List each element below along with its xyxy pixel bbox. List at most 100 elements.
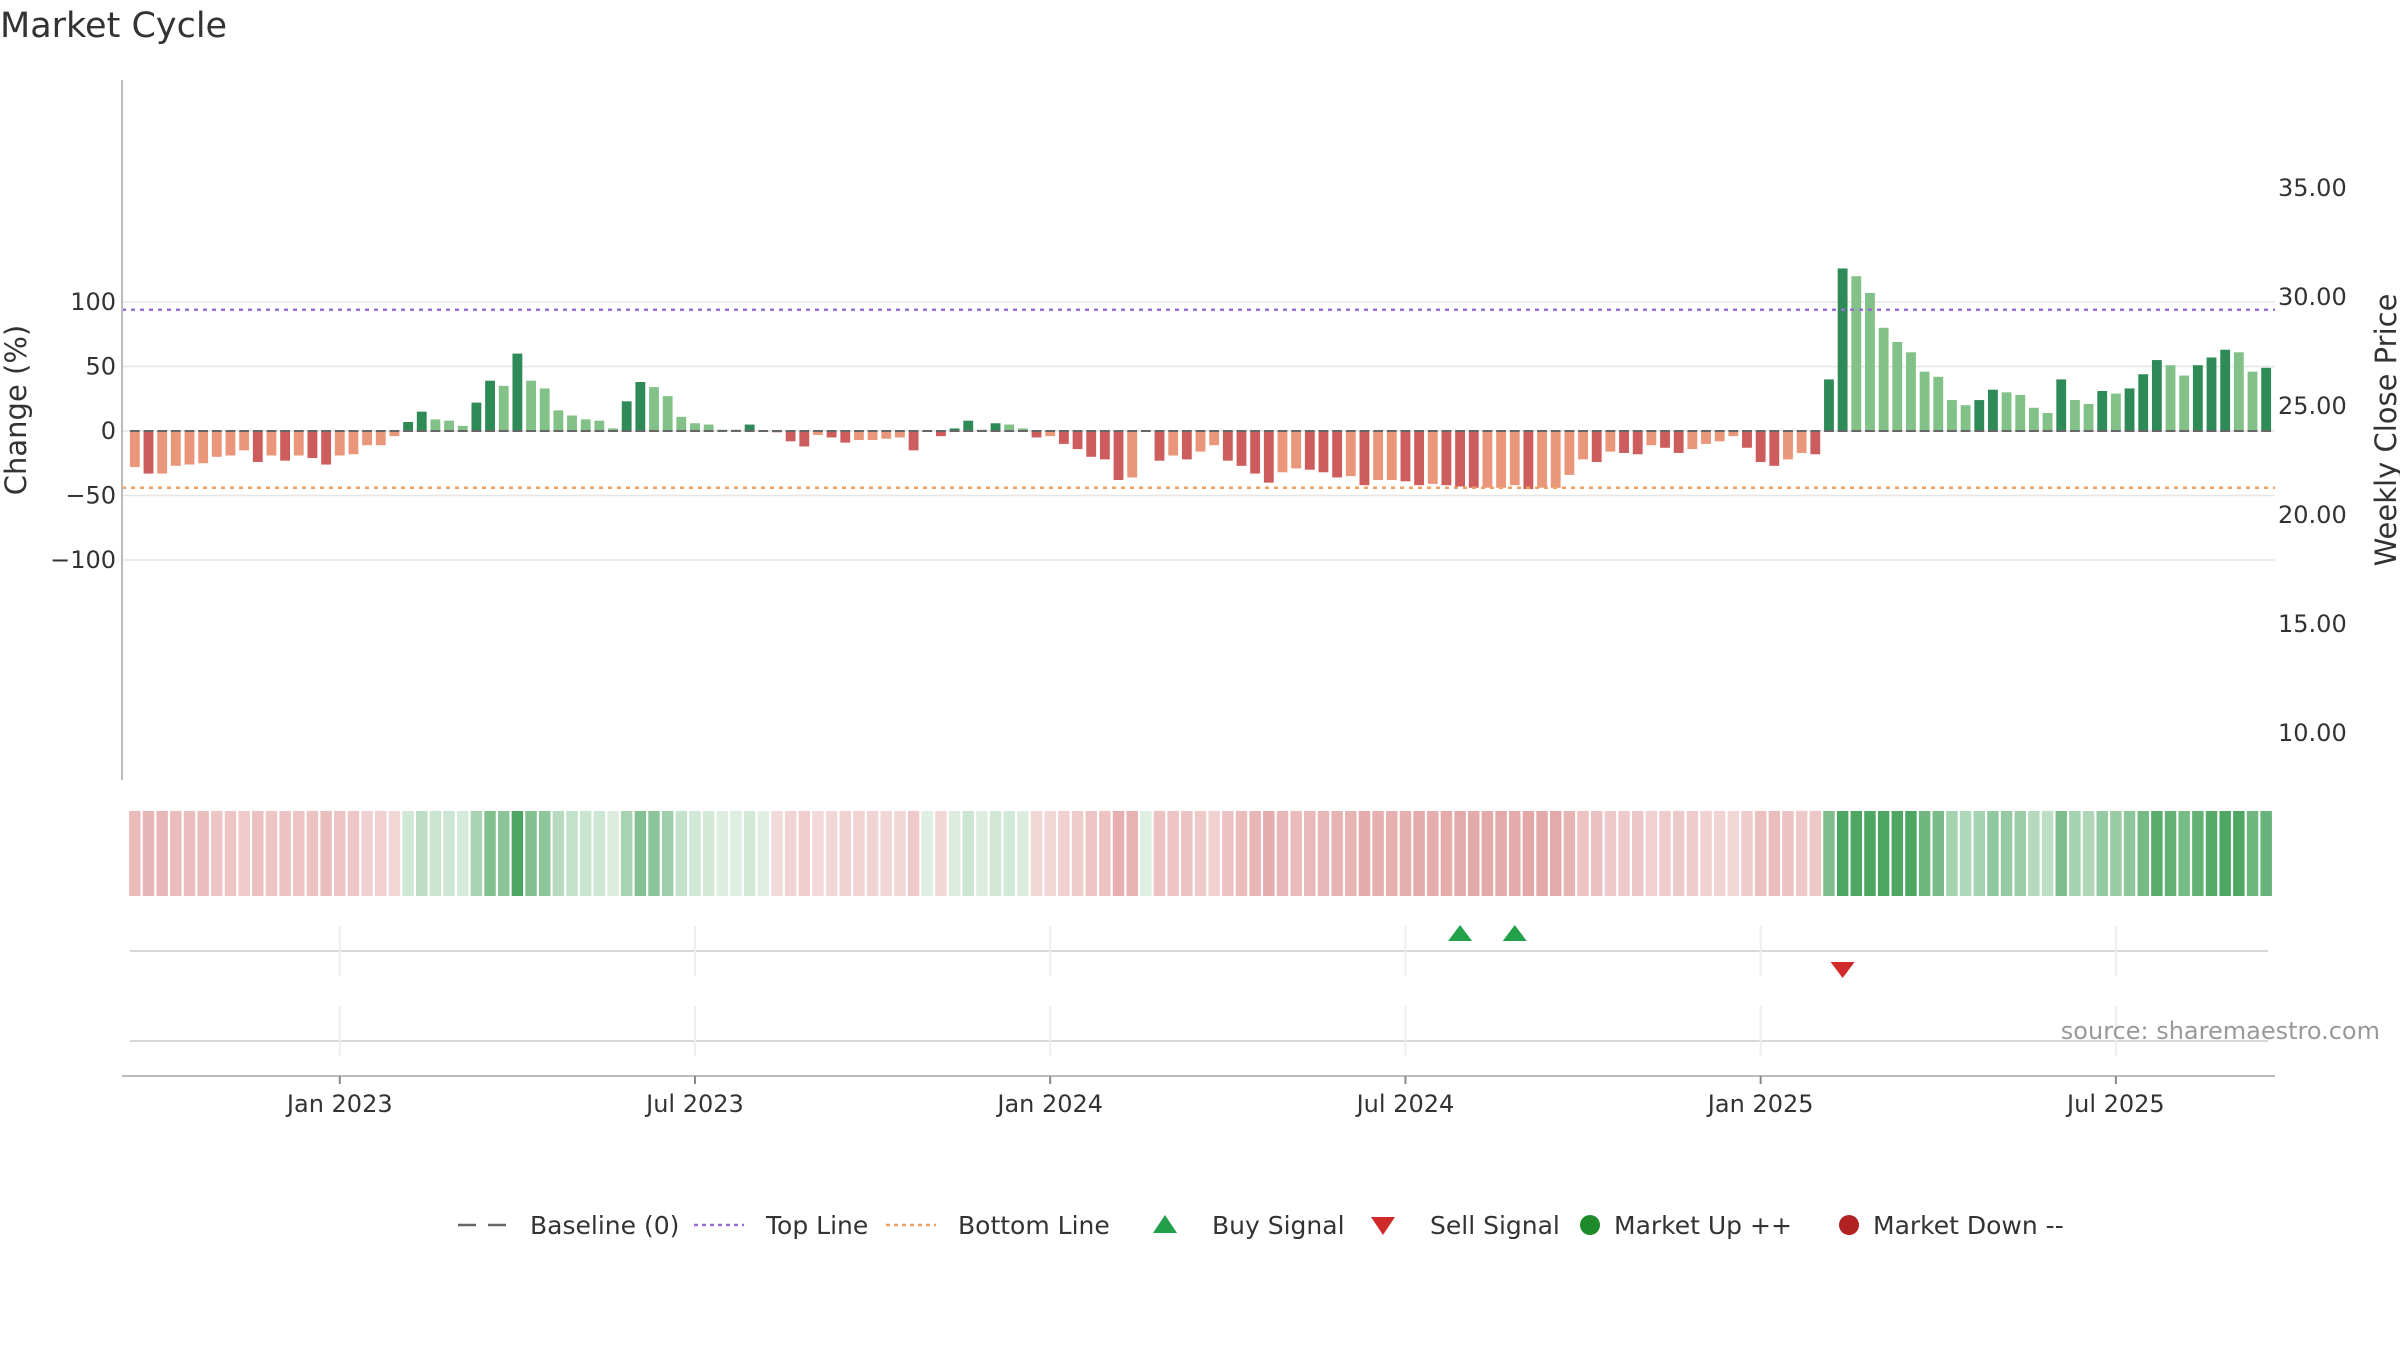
- heat-cell: [2096, 811, 2108, 896]
- heat-cell: [183, 811, 196, 896]
- bar: [594, 420, 605, 431]
- y2-tick-label: 30.00: [2278, 283, 2347, 311]
- bar: [389, 431, 400, 437]
- bar: [1017, 428, 1028, 431]
- bar: [1906, 352, 1916, 431]
- heat-cell: [525, 811, 537, 896]
- bar: [252, 431, 263, 462]
- heat-cell: [948, 811, 961, 896]
- bar: [949, 428, 960, 431]
- heat-cell: [470, 811, 483, 896]
- bar: [1400, 431, 1411, 482]
- bar: [703, 424, 714, 431]
- bar: [444, 420, 454, 431]
- sell-signal-marker: [1830, 962, 1855, 978]
- bar: [2247, 371, 2258, 431]
- bar: [1878, 327, 1889, 431]
- bar: [1537, 431, 1547, 488]
- heat-cell: [2137, 811, 2149, 896]
- legend-label: Buy Signal: [1212, 1211, 1345, 1240]
- heat-cell: [1030, 811, 1043, 896]
- bar: [471, 402, 482, 431]
- heat-cell: [1017, 811, 1029, 896]
- heat-cell: [429, 811, 442, 896]
- bar: [744, 424, 755, 431]
- heat-cell: [1208, 811, 1220, 896]
- bar: [785, 431, 796, 442]
- heat-cell: [1973, 811, 1985, 896]
- heat-cell: [1495, 811, 1507, 896]
- heat-cell: [976, 811, 988, 896]
- heat-cell: [579, 811, 592, 896]
- bar: [690, 423, 700, 431]
- y2-tick-label: 10.00: [2278, 719, 2347, 747]
- bar: [266, 431, 277, 456]
- bar: [1892, 341, 1903, 431]
- heat-cell: [1672, 811, 1685, 896]
- bar: [2151, 360, 2162, 431]
- bar: [2015, 394, 2026, 431]
- heat-cell: [1399, 811, 1412, 896]
- bar: [1058, 431, 1069, 444]
- heat-cell: [2123, 811, 2136, 896]
- bar: [1714, 431, 1725, 442]
- heat-cell: [894, 811, 906, 896]
- bar: [1209, 431, 1220, 446]
- heat-cell: [716, 811, 729, 896]
- signal-panel: [122, 925, 2275, 1084]
- bar: [280, 431, 291, 461]
- bar: [2110, 393, 2121, 431]
- bar: [567, 415, 577, 431]
- bar: [881, 431, 892, 439]
- heat-cell: [1317, 811, 1330, 896]
- heat-cell: [1181, 811, 1193, 896]
- bar: [1496, 431, 1506, 488]
- bar: [854, 431, 864, 441]
- bar: [1482, 431, 1493, 488]
- heat-cell: [1604, 811, 1617, 896]
- heat-cell: [825, 811, 838, 896]
- heat-cell: [1864, 811, 1876, 896]
- y2-tick-label: 15.00: [2278, 610, 2347, 638]
- bar: [867, 431, 878, 441]
- y2-tick-label: 35.00: [2278, 174, 2347, 202]
- bar: [1632, 431, 1643, 455]
- bar: [129, 431, 140, 468]
- bar: [239, 431, 250, 451]
- bar: [2233, 352, 2244, 431]
- bar: [2192, 365, 2203, 431]
- y2-axis-title: Weekly Close Price: [2369, 294, 2400, 567]
- bar: [1222, 431, 1233, 461]
- bar: [321, 431, 332, 465]
- bar: [2261, 367, 2272, 431]
- bar: [1468, 431, 1479, 488]
- heat-cell: [702, 811, 715, 896]
- bar: [1291, 431, 1302, 469]
- heat-cell: [456, 811, 469, 896]
- y-axis-title: Change (%): [0, 325, 33, 495]
- bar: [403, 421, 413, 431]
- bar: [621, 401, 632, 431]
- bar: [1523, 431, 1534, 490]
- bar: [2056, 379, 2067, 431]
- bar: [1824, 379, 1834, 431]
- heat-cell: [1071, 811, 1084, 896]
- bar: [676, 416, 687, 431]
- bar: [1072, 431, 1083, 450]
- heat-cell: [1741, 811, 1753, 896]
- heat-cell: [1290, 811, 1302, 896]
- bar: [198, 431, 209, 464]
- legend-label: Sell Signal: [1430, 1211, 1560, 1240]
- heat-cell: [607, 811, 619, 896]
- heat-cell: [675, 811, 688, 896]
- heat-cell: [347, 811, 360, 896]
- bar: [608, 428, 618, 431]
- bar: [553, 410, 564, 431]
- bar: [307, 431, 318, 459]
- heat-cell: [2082, 811, 2095, 896]
- heat-cell: [1536, 811, 1548, 896]
- bar: [1673, 431, 1684, 453]
- heat-cell: [1508, 811, 1521, 896]
- heat-cell: [1276, 811, 1289, 896]
- bar: [1783, 431, 1793, 460]
